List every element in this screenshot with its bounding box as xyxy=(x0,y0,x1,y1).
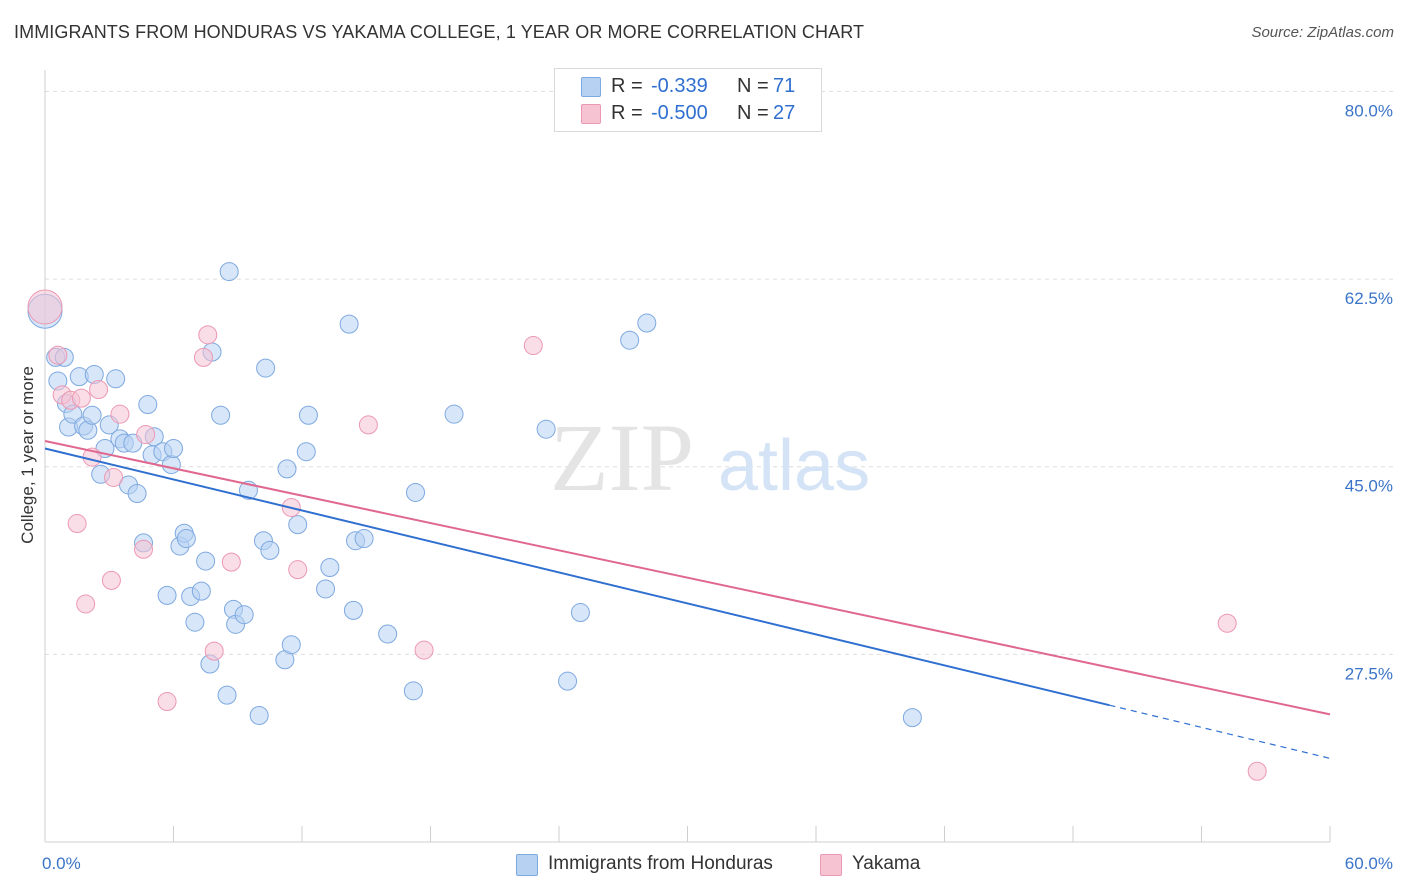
honduras-point xyxy=(536,419,556,439)
watermark-atlas: atlas xyxy=(718,426,870,506)
honduras-point xyxy=(354,529,374,549)
y-tick-label: 27.5% xyxy=(1345,664,1393,683)
honduras-point xyxy=(196,551,216,571)
honduras-point xyxy=(185,612,205,632)
x-tick-label: 60.0% xyxy=(1345,854,1393,873)
y-tick-label: 45.0% xyxy=(1345,477,1393,496)
honduras-point xyxy=(164,438,183,458)
honduras-point xyxy=(298,405,318,425)
honduras-point xyxy=(157,585,177,605)
honduras-point xyxy=(339,314,359,334)
legend-swatch-yakama xyxy=(581,104,601,124)
y-tick-label: 62.5% xyxy=(1345,289,1393,308)
honduras-point xyxy=(320,558,340,578)
tick-labels: 27.5% 45.0% 62.5% 80.0% 0.0% 60.0% xyxy=(42,101,1393,873)
honduras-point xyxy=(260,540,280,560)
honduras-point xyxy=(127,484,147,504)
legend-r-label: R = xyxy=(611,102,643,124)
honduras-point xyxy=(620,330,640,350)
honduras-point xyxy=(217,685,237,705)
yakama-point xyxy=(27,289,63,325)
honduras-point xyxy=(161,455,181,475)
honduras-point xyxy=(403,681,423,701)
yakama-point xyxy=(48,345,68,365)
yakama-point xyxy=(414,640,434,660)
yakama-point xyxy=(204,641,224,661)
honduras-point xyxy=(316,579,336,599)
yakama-point xyxy=(157,692,177,712)
honduras-point xyxy=(296,442,316,462)
yakama-point xyxy=(67,514,87,534)
yakama-point xyxy=(193,347,213,367)
yakama-point xyxy=(71,388,91,408)
watermark-zip: ZIP xyxy=(550,404,694,511)
series-yakama-points xyxy=(27,289,1267,781)
honduras-point xyxy=(558,671,578,691)
legend-n-label: N = xyxy=(737,75,769,97)
honduras-point xyxy=(378,624,398,644)
legend-n-label: N = xyxy=(737,102,769,124)
legend-swatch-honduras xyxy=(581,77,601,97)
chart-title: IMMIGRANTS FROM HONDURAS VS YAKAMA COLLE… xyxy=(14,22,865,42)
yakama-trend-line xyxy=(44,440,1331,716)
honduras-point xyxy=(138,395,158,415)
honduras-point xyxy=(106,369,126,389)
bottom-legend-label-honduras: Immigrants from Honduras xyxy=(548,853,773,874)
legend-r-value: -0.500 xyxy=(651,102,708,124)
honduras-point xyxy=(249,705,269,725)
honduras-point xyxy=(406,482,426,502)
axes xyxy=(44,70,1330,843)
yakama-point xyxy=(523,336,543,356)
honduras-point xyxy=(256,358,276,378)
honduras-trend-line xyxy=(44,447,1110,707)
yakama-point xyxy=(1217,613,1237,633)
x-tick-label: 0.0% xyxy=(42,854,81,873)
honduras-point xyxy=(277,459,297,479)
honduras-point xyxy=(444,404,464,424)
source-label: Source: ZipAtlas.com xyxy=(1251,24,1394,41)
honduras-point xyxy=(343,600,363,620)
yakama-point xyxy=(101,570,121,590)
yakama-point xyxy=(134,539,154,559)
yakama-point xyxy=(104,467,124,487)
correlation-legend: R = -0.339 N = 71 R = -0.500 N = 27 xyxy=(554,68,822,132)
honduras-point xyxy=(637,313,657,333)
bottom-legend-label-yakama: Yakama xyxy=(852,853,921,874)
legend-r-value: -0.339 xyxy=(651,75,708,97)
yakama-point xyxy=(110,404,130,424)
honduras-point xyxy=(176,529,196,549)
yakama-point xyxy=(1247,761,1267,781)
y-tick-label: 80.0% xyxy=(1345,101,1393,120)
yakama-point xyxy=(198,325,218,345)
honduras-point xyxy=(281,635,301,655)
honduras-point xyxy=(288,515,308,535)
y-axis-title: College, 1 year or more xyxy=(18,366,37,544)
honduras-point xyxy=(234,605,254,625)
bottom-legend-swatch-yakama xyxy=(820,854,842,876)
trend-lines xyxy=(44,440,1331,759)
yakama-point xyxy=(221,552,241,572)
bottom-legend-swatch-honduras xyxy=(516,854,538,876)
honduras-point xyxy=(211,405,231,425)
honduras-point xyxy=(82,405,102,425)
yakama-point xyxy=(76,594,96,614)
yakama-point xyxy=(89,380,109,400)
honduras-trend-extension xyxy=(1109,704,1331,759)
watermark: ZIP atlas xyxy=(550,404,870,511)
legend-n-value: 27 xyxy=(773,102,796,124)
honduras-point xyxy=(902,708,922,728)
yakama-point xyxy=(358,415,378,435)
honduras-point xyxy=(191,581,211,601)
legend-n-value: 71 xyxy=(773,75,796,97)
legend-r-label: R = xyxy=(611,75,643,97)
yakama-point xyxy=(288,560,308,580)
yakama-point xyxy=(136,425,156,445)
honduras-point xyxy=(570,603,590,623)
honduras-point xyxy=(219,262,239,282)
